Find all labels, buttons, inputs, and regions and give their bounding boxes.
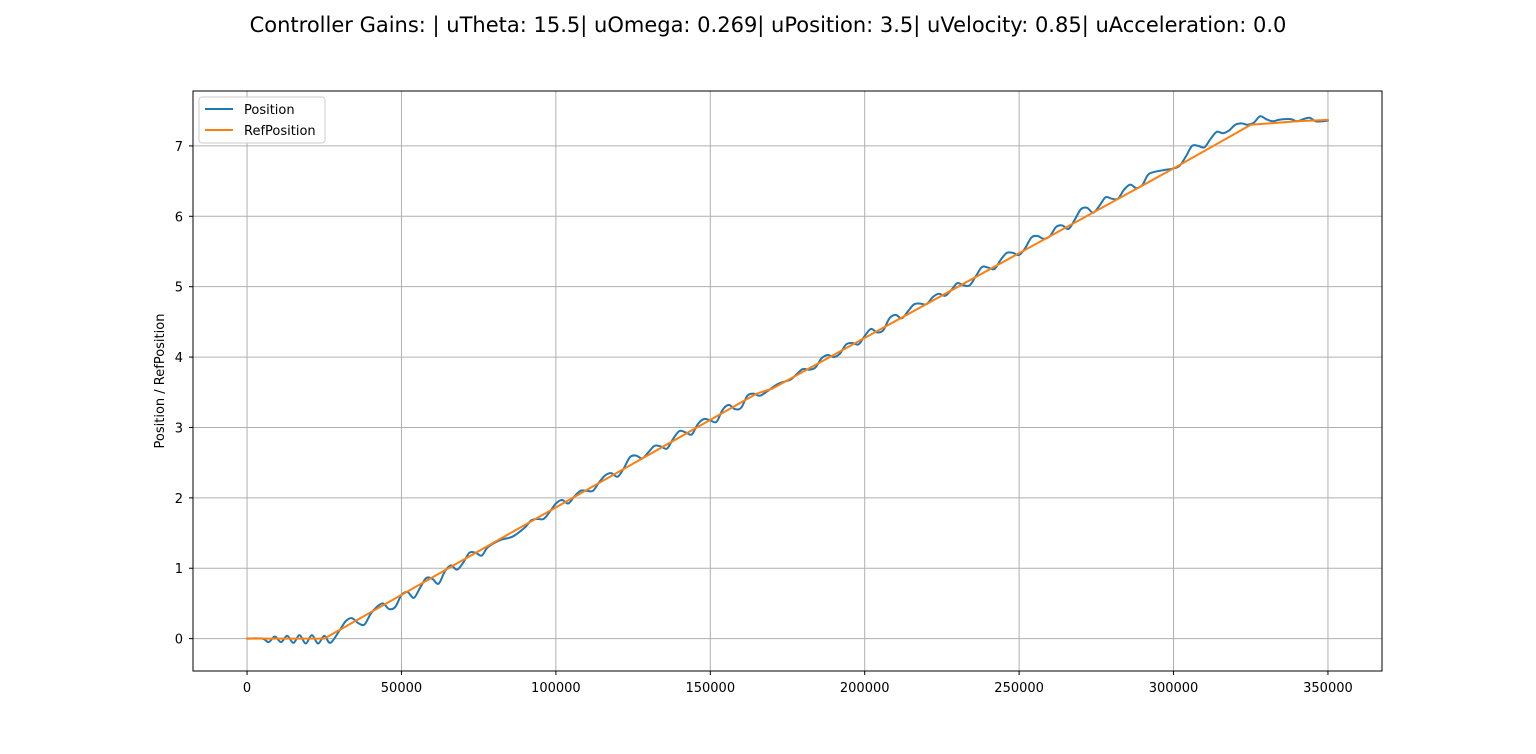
series-line-refposition xyxy=(246,118,1329,640)
y-axis: 0 1 2 3 4 5 6 7 xyxy=(175,140,193,648)
x-tick-label: 100000 xyxy=(531,681,581,696)
x-tick-label: 50000 xyxy=(381,681,422,696)
chart-title: Controller Gains: | uTheta: 15.5| uOmega… xyxy=(250,13,1287,38)
plot-area xyxy=(246,115,1329,645)
y-axis-label: Position / RefPosition xyxy=(153,314,168,449)
x-tick-label: 350000 xyxy=(1303,681,1353,696)
grid xyxy=(193,91,1382,671)
axes-frame xyxy=(192,90,1383,672)
y-tick-label: 6 xyxy=(175,210,183,225)
x-tick-label: 200000 xyxy=(840,681,890,696)
y-tick-label: 1 xyxy=(175,562,183,577)
x-tick-label: 0 xyxy=(243,681,251,696)
y-tick-label: 5 xyxy=(175,281,183,296)
x-axis: 0 50000 100000 150000 200000 250000 300000 3500… xyxy=(243,671,1353,696)
x-tick-label: 300000 xyxy=(1149,681,1199,696)
x-tick-label: 150000 xyxy=(685,681,735,696)
y-tick-label: 7 xyxy=(175,140,183,155)
y-tick-label: 0 xyxy=(175,633,183,648)
y-tick-label: 4 xyxy=(175,351,183,366)
x-tick-label: 250000 xyxy=(994,681,1044,696)
y-tick-label: 3 xyxy=(175,421,183,436)
legend: Position RefPosition xyxy=(198,96,326,144)
legend-label-position: Position xyxy=(244,103,295,118)
legend-label-refposition: RefPosition xyxy=(244,124,316,139)
y-tick-label: 2 xyxy=(175,492,183,507)
